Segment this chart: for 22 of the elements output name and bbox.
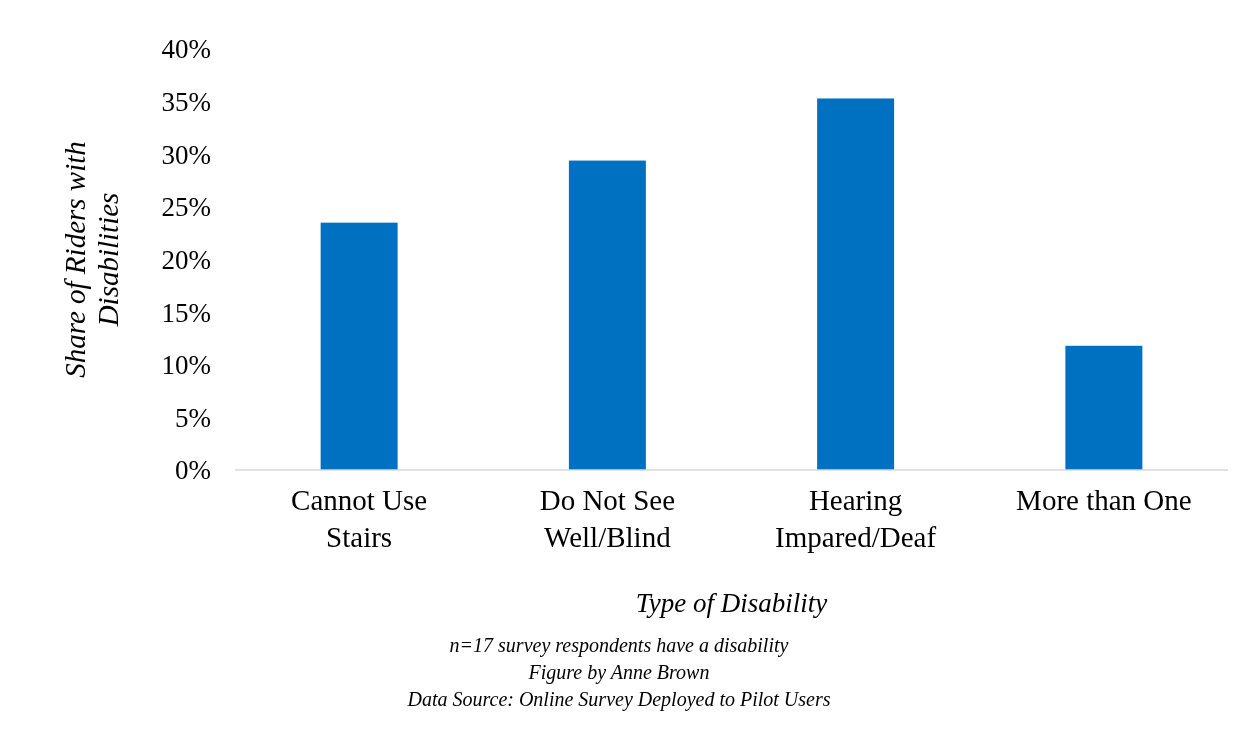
y-tick-label: 0% [175,455,211,486]
y-tick-label: 5% [175,402,211,433]
y-tick-label: 15% [161,297,211,328]
bar [568,160,646,470]
y-tick-label: 35% [161,87,211,118]
y-tick-label: 20% [161,244,211,275]
bar [320,222,398,470]
text: n=17 survey respondents have a disability [449,634,789,657]
x-tick-label: More than One [1016,484,1192,516]
x-axis-title: Type of Disability [635,588,828,618]
x-tick-label: Do Not See Well/Blind [539,484,676,553]
y-tick-label: 25% [161,192,211,223]
source-note: Data Source: Online Survey Deployed to Pilot Users [406,688,831,711]
y-tick-label: 10% [161,350,211,381]
bar [817,98,895,470]
x-tick-label: Hearing Impared/Deaf [775,484,937,553]
y-axis-title: Share of Riders with Disabilities [59,141,124,378]
y-tick-label: 40% [161,34,211,65]
bar [1065,345,1143,470]
y-tick-label: 30% [161,139,211,170]
text: Figure by Anne Brown [527,661,710,684]
x-tick-label: Cannot Use Stairs [291,484,428,553]
